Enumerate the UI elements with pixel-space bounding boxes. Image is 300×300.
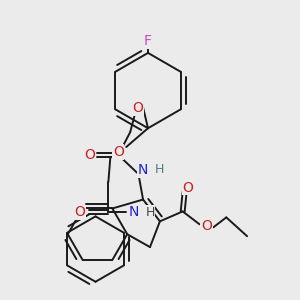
Text: O: O [84,148,95,162]
Text: O: O [201,219,212,233]
Text: O: O [74,206,85,219]
Text: F: F [144,34,152,48]
Text: N: N [138,163,148,177]
Text: N: N [129,206,139,219]
Text: O: O [113,145,124,159]
Text: H: H [155,163,165,176]
Text: O: O [182,181,193,195]
Text: O: O [133,101,143,116]
Text: H: H [145,206,155,219]
